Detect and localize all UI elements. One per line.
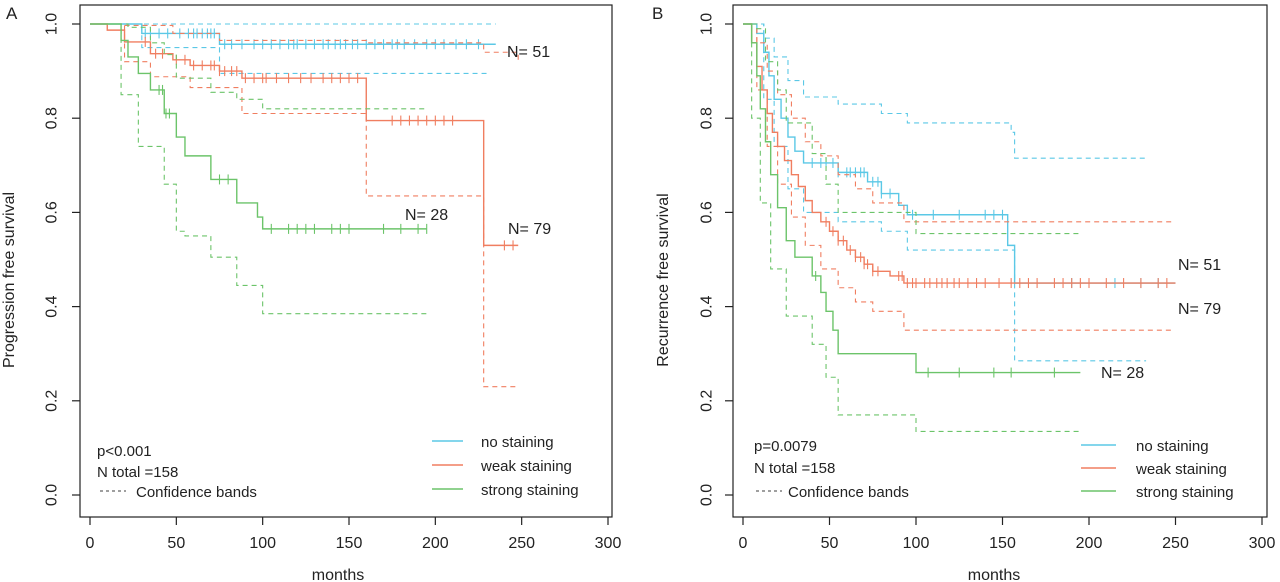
survival-curve-weak-staining-a (90, 23, 519, 247)
y-tick-label-a: 0.6 (44, 201, 61, 223)
upper-band-no-staining-b (743, 23, 1147, 159)
lower-band-weak-staining-b (743, 23, 1173, 331)
panel-label-b: B (652, 4, 663, 23)
y-tick-label-b: 0.4 (699, 295, 716, 317)
x-tick-label-a: 0 (86, 535, 95, 552)
survival-curve-weak-staining-b (743, 23, 1176, 284)
axes-a: 0 50 100 150 200 250 300 0.0 0.2 0.4 0.6 0.8 1.0 (44, 13, 622, 552)
y-tick-label-b: 0.6 (699, 201, 716, 223)
n-label-strong-staining-b: N= 28 (1101, 365, 1144, 382)
axes-b: 0 50 100 150 200 250 300 0.0 0.2 0.4 0.6 0.8 1.0 (699, 13, 1276, 552)
legend-label-strong-staining-b: strong staining (1136, 484, 1234, 501)
confidence-legend-label-a: Confidence bands (136, 484, 257, 501)
y-tick-label-a: 1.0 (44, 13, 61, 35)
legend-label-no-staining-b: no staining (1136, 438, 1209, 455)
lower-band-weak-staining-a (90, 23, 519, 388)
y-axis-title-a: Progression free survival (1, 192, 18, 368)
y-tick-label-a: 0.4 (44, 295, 61, 317)
x-axis-title-b: months (968, 567, 1020, 582)
x-tick-label-b: 150 (989, 535, 1016, 552)
n-label-strong-staining-a: N= 28 (405, 207, 448, 224)
lower-band-strong-staining-a (90, 23, 427, 315)
x-tick-label-b: 250 (1162, 535, 1189, 552)
survival-curve-strong-staining-b (743, 23, 1081, 374)
y-tick-label-b: 0.0 (699, 484, 716, 506)
series-b (743, 23, 1176, 432)
panel-label-a: A (6, 4, 18, 23)
y-tick-label-a: 0.8 (44, 107, 61, 129)
x-tick-label-a: 100 (249, 535, 276, 552)
p-value-a: p<0.001 (97, 443, 152, 460)
survival-curve-no-staining-b (743, 23, 1176, 284)
y-tick-label-b: 0.8 (699, 107, 716, 129)
x-tick-label-b: 100 (903, 535, 930, 552)
x-tick-label-b: 0 (739, 535, 748, 552)
n-total-a: N total =158 (97, 464, 178, 481)
panel-b: B 0 50 100 150 200 250 300 0.0 0.2 0.4 0.6 0.8 1.0 R… (652, 4, 1275, 582)
x-tick-label-a: 200 (422, 535, 449, 552)
panel-a: A 0 50 100 150 200 250 300 0.0 0.2 0.4 0.6 0.8 1.0 P… (1, 4, 621, 582)
x-axis-title-a: months (312, 567, 364, 582)
x-tick-label-b: 300 (1249, 535, 1276, 552)
series-a (90, 23, 519, 388)
x-tick-label-a: 300 (595, 535, 622, 552)
legend-label-strong-staining-a: strong staining (481, 482, 579, 499)
legend-label-weak-staining-a: weak staining (480, 458, 572, 475)
survival-curve-strong-staining-a (90, 23, 427, 230)
n-label-weak-staining-b: N= 79 (1178, 301, 1221, 318)
plot-frame-b (732, 4, 1268, 518)
y-tick-label-a: 0.2 (44, 390, 61, 412)
upper-band-weak-staining-a (90, 23, 519, 62)
plot-frame-a (79, 4, 613, 518)
y-tick-label-b: 1.0 (699, 13, 716, 35)
n-label-no-staining-a: N= 51 (507, 44, 550, 61)
legend-label-no-staining-a: no staining (481, 434, 554, 451)
n-label-no-staining-b: N= 51 (1178, 257, 1221, 274)
lower-band-no-staining-b (743, 23, 1147, 362)
n-label-weak-staining-a: N= 79 (508, 221, 551, 238)
p-value-b: p=0.0079 (754, 438, 817, 455)
x-tick-label-a: 150 (336, 535, 363, 552)
upper-band-strong-staining-b (743, 23, 1081, 235)
x-tick-label-a: 250 (508, 535, 535, 552)
upper-band-weak-staining-b (743, 23, 1173, 223)
lower-band-strong-staining-b (743, 23, 1081, 432)
x-tick-label-b: 50 (821, 535, 839, 552)
y-tick-label-a: 0.0 (44, 484, 61, 506)
y-axis-title-b: Recurrence free survival (655, 193, 672, 366)
y-tick-label-b: 0.2 (699, 390, 716, 412)
legend-label-weak-staining-b: weak staining (1135, 461, 1227, 478)
confidence-legend-label-b: Confidence bands (788, 484, 909, 501)
x-tick-label-a: 50 (167, 535, 185, 552)
n-total-b: N total =158 (754, 460, 835, 477)
x-tick-label-b: 200 (1076, 535, 1103, 552)
upper-band-strong-staining-a (90, 23, 427, 110)
